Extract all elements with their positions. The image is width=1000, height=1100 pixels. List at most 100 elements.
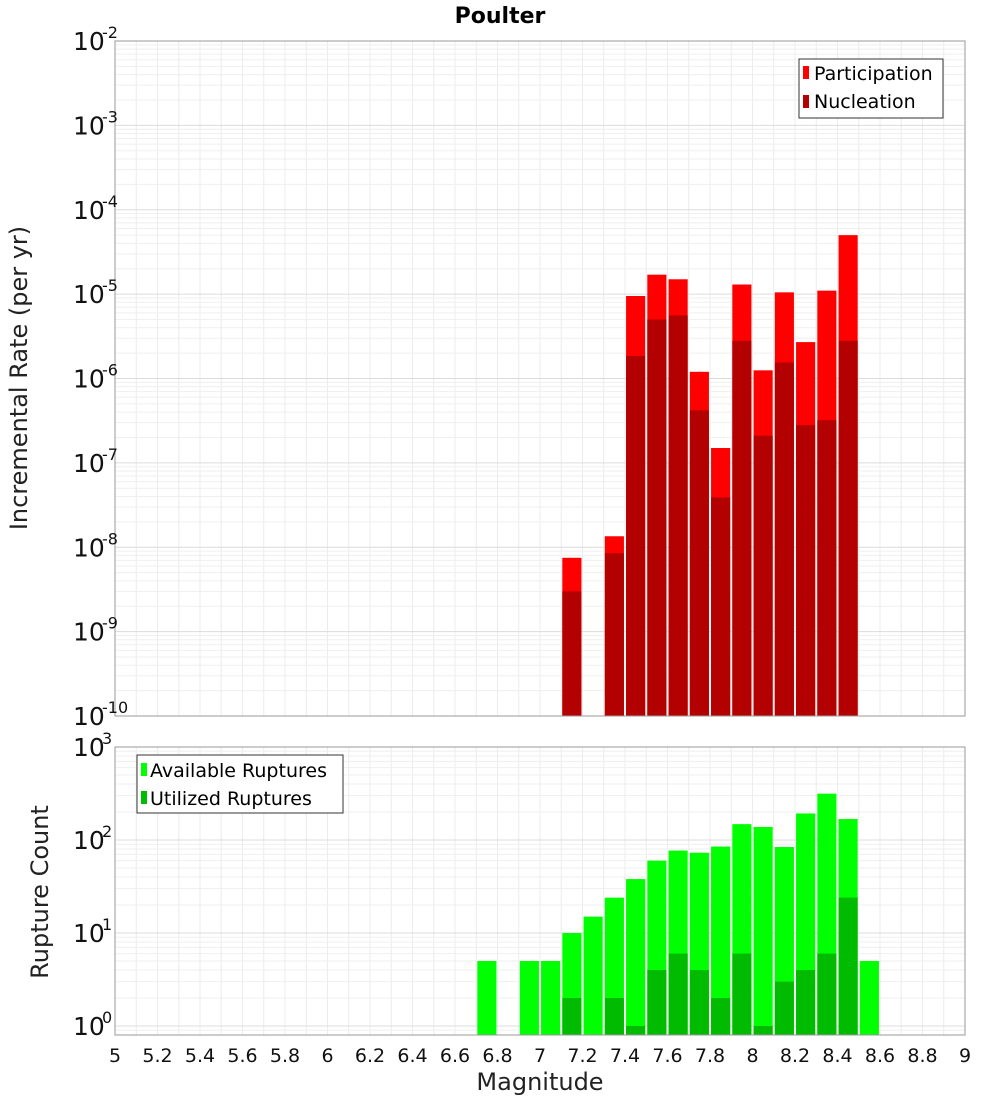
x-tick-label: 6.8 xyxy=(482,1045,512,1067)
y-tick-exponent: 0 xyxy=(102,1008,112,1027)
available-ruptures-bar xyxy=(583,916,603,1035)
rate-bars xyxy=(562,235,858,716)
available-ruptures-bar xyxy=(519,960,539,1035)
available-legend-swatch xyxy=(141,763,147,776)
nucleation-bar xyxy=(668,315,688,716)
rate-panel: 10-210-310-410-510-610-710-810-910-10 In… xyxy=(5,23,966,731)
count-legend: Available Ruptures Utilized Ruptures xyxy=(136,754,344,814)
x-tick-label: 6.2 xyxy=(355,1045,385,1067)
y-tick-exponent: -9 xyxy=(102,614,118,633)
y-tick-exponent: -7 xyxy=(102,445,118,464)
x-tick-label: 5.2 xyxy=(142,1045,172,1067)
nucleation-legend-swatch xyxy=(803,95,809,108)
x-tick-label: 8 xyxy=(746,1045,758,1067)
rate-y-tick-label: 10-8 xyxy=(73,529,118,562)
participation-legend-swatch xyxy=(803,66,809,79)
y-tick-base: 10 xyxy=(73,919,105,948)
nucleation-bar xyxy=(753,435,773,716)
chart-title: Poulter xyxy=(455,4,546,29)
count-bars xyxy=(477,793,879,1035)
rate-y-tick-label: 10-5 xyxy=(73,276,118,309)
y-tick-base: 10 xyxy=(73,111,105,140)
available-ruptures-bar xyxy=(753,826,773,1035)
utilized-ruptures-bar xyxy=(796,969,816,1035)
x-tick-label: 8.2 xyxy=(780,1045,810,1067)
available-ruptures-bar xyxy=(859,960,879,1035)
x-tick-label: 5 xyxy=(109,1045,121,1067)
available-ruptures-bar xyxy=(626,879,646,1035)
count-legend-box xyxy=(136,754,344,814)
nucleation-bar xyxy=(626,355,646,716)
x-tick-label: 6.6 xyxy=(440,1045,470,1067)
y-tick-base: 10 xyxy=(73,280,105,309)
rate-y-tick-label: 10-7 xyxy=(73,445,118,478)
rate-legend: Participation Nucleation xyxy=(798,58,944,119)
y-tick-base: 10 xyxy=(73,365,105,394)
x-tick-label: 5.6 xyxy=(227,1045,257,1067)
utilized-ruptures-bar xyxy=(732,953,752,1035)
available-ruptures-bar xyxy=(477,960,497,1035)
y-tick-base: 10 xyxy=(73,449,105,478)
nucleation-bar xyxy=(711,497,731,716)
y-tick-exponent: 2 xyxy=(102,822,112,841)
nucleation-bar xyxy=(838,340,858,716)
y-tick-exponent: -2 xyxy=(102,23,118,42)
utilized-ruptures-bar xyxy=(604,997,624,1035)
x-axis-label: Magnitude xyxy=(476,1068,603,1096)
x-tick-label: 7.2 xyxy=(567,1045,597,1067)
x-tick-label: 7.8 xyxy=(695,1045,725,1067)
y-tick-base: 10 xyxy=(73,702,105,731)
count-y-tick-label: 103 xyxy=(73,729,112,762)
rate-y-axis-label: Incremental Rate (per yr) xyxy=(5,226,33,530)
utilized-ruptures-bar xyxy=(711,997,731,1035)
rate-plot-frame xyxy=(114,40,966,717)
y-tick-base: 10 xyxy=(73,618,105,647)
available-ruptures-bar xyxy=(711,846,731,1035)
rate-legend-box xyxy=(798,58,944,119)
x-tick-label: 8.4 xyxy=(822,1045,852,1067)
utilized-ruptures-bar xyxy=(626,1025,646,1035)
rate-y-tick-label: 10-2 xyxy=(73,23,118,56)
x-tick-label: 7.4 xyxy=(610,1045,640,1067)
y-tick-exponent: -6 xyxy=(102,361,118,380)
x-tick-label: 8.8 xyxy=(907,1045,937,1067)
utilized-ruptures-bar xyxy=(753,1025,773,1035)
x-tick-label: 5.4 xyxy=(185,1045,215,1067)
x-tick-label: 7.6 xyxy=(652,1045,682,1067)
available-legend-label: Available Ruptures xyxy=(150,760,327,782)
y-tick-exponent: -8 xyxy=(102,529,118,548)
x-tick-label: 7 xyxy=(534,1045,546,1067)
x-tick-label: 9 xyxy=(959,1045,971,1067)
nucleation-bar xyxy=(817,420,837,716)
utilized-ruptures-bar xyxy=(817,953,837,1035)
x-tick-label: 6.4 xyxy=(397,1045,427,1067)
x-ticks: 5 5.2 5.4 5.6 5.8 6 6.2 6.4 6.6 6.8 7 7.2 7.4 7.6 7.8 8… xyxy=(109,1045,971,1067)
nucleation-bar xyxy=(604,553,624,716)
utilized-ruptures-bar xyxy=(668,953,688,1035)
y-tick-exponent: 3 xyxy=(102,729,112,748)
rate-y-ticks: 10-210-310-410-510-610-710-810-910-10 xyxy=(73,23,128,731)
y-tick-exponent: -10 xyxy=(102,698,128,717)
y-tick-base: 10 xyxy=(73,1012,105,1041)
utilized-ruptures-bar xyxy=(562,997,582,1035)
utilized-ruptures-bar xyxy=(838,897,858,1035)
utilized-legend-swatch xyxy=(141,791,147,804)
y-tick-base: 10 xyxy=(73,196,105,225)
y-tick-exponent: 1 xyxy=(102,915,112,934)
nucleation-legend-label: Nucleation xyxy=(814,91,916,113)
rate-y-tick-label: 10-4 xyxy=(73,192,118,225)
y-tick-base: 10 xyxy=(73,733,105,762)
utilized-ruptures-bar xyxy=(774,981,794,1035)
count-plot-frame xyxy=(114,746,966,1036)
y-tick-exponent: -5 xyxy=(102,276,118,295)
y-tick-base: 10 xyxy=(73,27,105,56)
nucleation-bar xyxy=(562,591,582,716)
rate-y-tick-label: 10-9 xyxy=(73,614,118,647)
utilized-ruptures-bar xyxy=(689,969,709,1035)
nucleation-bar xyxy=(732,340,752,716)
y-tick-exponent: -3 xyxy=(102,107,118,126)
rate-y-tick-label: 10-3 xyxy=(73,107,118,140)
